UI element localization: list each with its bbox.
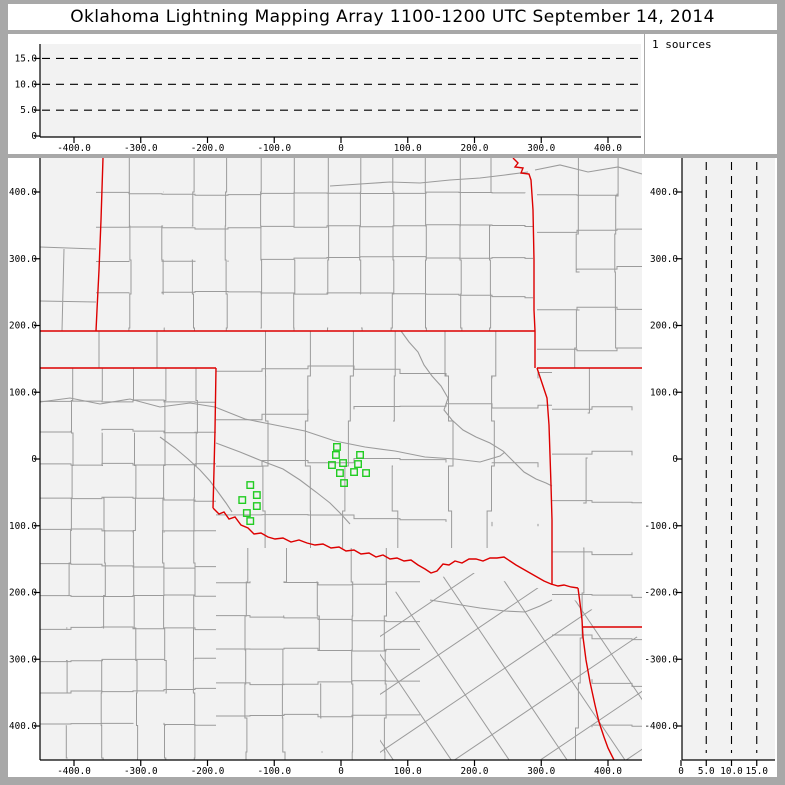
tick-label: 100.0 [394,766,422,777]
tick-label: 15.0 [15,53,37,64]
tick-label: -200.0 [8,588,37,599]
source-count-label: 1 sources [652,38,712,51]
altitude-ns-plot-area[interactable] [682,158,775,760]
tick-label: -100.0 [257,766,291,777]
tick-label: -100.0 [8,521,37,532]
tick-label: -200.0 [645,588,678,599]
tick-label: 300.0 [527,766,555,777]
tick-label: 400.0 [9,187,37,198]
tick-label: 15.0 [746,766,768,777]
tick-label: -400.0 [645,721,678,732]
tick-label: 100.0 [9,387,37,398]
altitude-ns-panel: -400.0 -300.0 -200.0 -100.0 0 100.0 200.0 300.0… [645,158,777,777]
altitude-dashed-gridlines [42,57,640,111]
tick-label: -200.0 [191,766,225,777]
lightning-source-marker [242,509,251,517]
tick-label: 400.0 [650,187,678,198]
tick-label: -200.0 [191,143,225,154]
tick-label: 200.0 [461,766,489,777]
tick-label: 0 [338,766,344,777]
lightning-source-marker [332,451,340,459]
lightning-source-marker [339,459,347,467]
tick-label: 0 [31,454,37,465]
tick-label: 5.0 [698,766,715,777]
lightning-sources [238,443,370,525]
altitude-dashed-gridlines [705,162,758,753]
tick-label: 0 [31,131,37,142]
tick-label: 200.0 [650,321,678,332]
plan-view-map-plot[interactable]: -400.0 -400.0 -300.0 -300.0 -200.0 -200.0 -100… [8,158,648,777]
tick-label: -300.0 [645,654,678,665]
tick-label: -100.0 [645,521,678,532]
tick-label: -400.0 [8,721,37,732]
title-bar: Oklahoma Lightning Mapping Array 1100-12… [8,4,777,30]
lightning-source-marker [328,461,336,469]
lightning-source-marker [354,460,362,468]
tick-label: 0 [338,143,344,154]
tick-label: 0 [678,766,684,777]
altitude-ew-panel: 0 5.0 10.0 15.0 -400.0 -300.0 -200.0 -100.0 0 100… [8,34,644,154]
tick-label: 0 [672,454,678,465]
tick-label: 300.0 [9,254,37,265]
map-layers [40,158,642,760]
lightning-source-marker [340,479,348,487]
map-axes [34,158,642,766]
altitude-ew-axes [34,44,641,143]
lightning-source-marker [238,496,247,504]
lightning-source-marker [362,469,370,477]
tick-label: -400.0 [57,766,91,777]
tick-label: 100.0 [394,143,422,154]
lightning-source-marker [246,481,255,489]
lightning-source-marker [350,468,358,476]
sources-count-panel: 1 sources [645,34,777,154]
tick-label: 300.0 [650,254,678,265]
lightning-source-marker [246,517,255,525]
lightning-source-marker [356,451,364,459]
tick-label: 200.0 [461,143,489,154]
tick-label: -400.0 [57,143,91,154]
tick-label: -300.0 [8,654,37,665]
tick-label: 10.0 [720,766,742,777]
tick-label: 300.0 [527,143,555,154]
altitude-ew-plot[interactable]: 0 5.0 10.0 15.0 -400.0 -300.0 -200.0 -100.0 0 100… [8,34,644,154]
tick-label: 200.0 [9,321,37,332]
tick-label: 400.0 [594,766,622,777]
rivers [40,164,642,613]
altitude-ns-axes [676,158,775,766]
tick-label: -100.0 [257,143,291,154]
tick-label: -300.0 [124,143,158,154]
map-panel: -400.0 -400.0 -300.0 -300.0 -200.0 -200.0 -100… [8,158,648,777]
lightning-source-marker [252,502,261,510]
county-boundaries-tilted [380,572,642,760]
lightning-source-marker [333,443,341,451]
lightning-source-marker [336,469,344,477]
altitude-ew-plot-area[interactable] [40,44,641,137]
state-borders [40,158,642,760]
tick-label: 100.0 [650,387,678,398]
tick-label: 400.0 [594,143,622,154]
lightning-source-marker [252,491,261,499]
tick-label: -300.0 [124,766,158,777]
tick-label: 5.0 [20,105,37,116]
tick-label: 10.0 [15,79,37,90]
altitude-ns-plot[interactable]: -400.0 -300.0 -200.0 -100.0 0 100.0 200.0 300.0… [645,158,777,777]
